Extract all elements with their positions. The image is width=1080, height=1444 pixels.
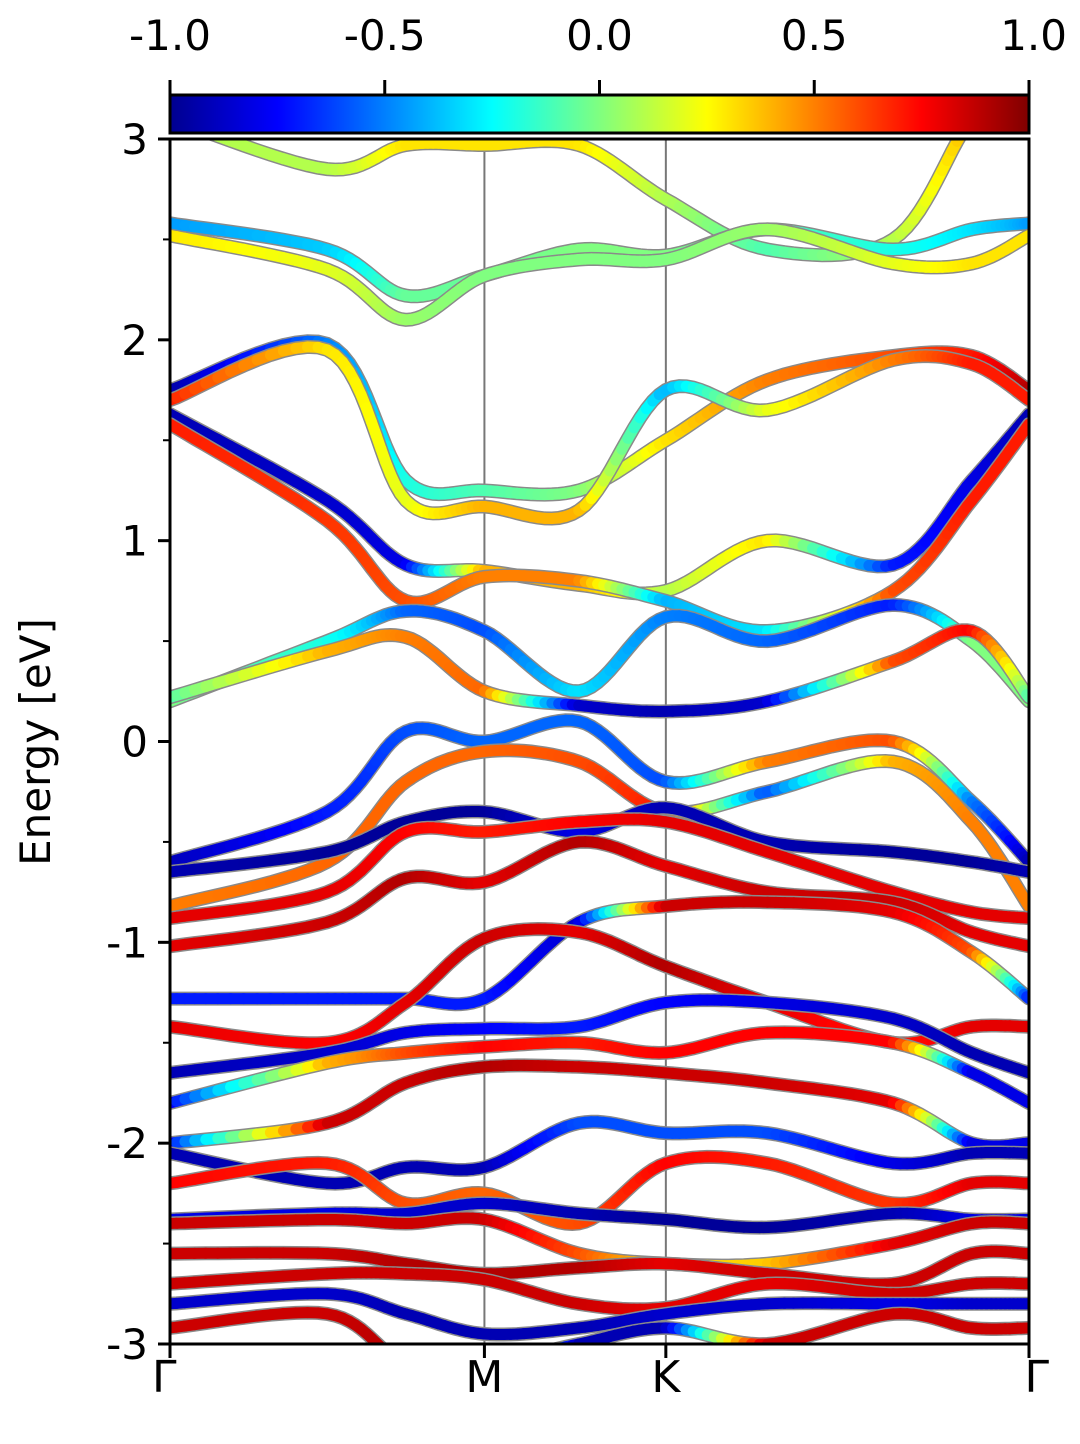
y-tick-label: -3 xyxy=(106,1320,148,1369)
band-segment xyxy=(510,1358,517,1360)
band-segment xyxy=(517,1357,524,1359)
band-segment xyxy=(390,1356,395,1360)
y-tick-label: 1 xyxy=(121,517,148,566)
band-segment xyxy=(381,1347,386,1351)
band-segment xyxy=(450,1368,456,1369)
x-tick-label: Γ xyxy=(152,1352,177,1403)
band-segment xyxy=(545,1350,552,1352)
band-segment xyxy=(411,1366,417,1367)
energy-bands xyxy=(170,79,1029,1369)
y-tick-label: 2 xyxy=(121,316,148,365)
band-segment xyxy=(531,1353,538,1355)
band-segment xyxy=(566,1345,573,1346)
band-segment xyxy=(552,1348,559,1350)
x-tick-label: Γ xyxy=(1024,1352,1049,1403)
colorbar-tick-label: 0.0 xyxy=(566,11,633,60)
colorbar-ticks: -1.0 -0.5 0.0 0.5 1.0 xyxy=(129,11,1067,95)
band-segment xyxy=(400,1362,405,1364)
band-segment xyxy=(1024,80,1027,82)
colorbar-tick-label: -1.0 xyxy=(129,11,211,60)
band-segment xyxy=(1014,85,1018,87)
band-segment xyxy=(1010,87,1014,89)
y-axis-label: Energy [eV] xyxy=(11,618,60,866)
colorbar-tick-label: 1.0 xyxy=(1000,11,1067,60)
y-tick-label: -1 xyxy=(106,918,148,967)
band-segment xyxy=(417,1367,423,1368)
band-segment xyxy=(1027,79,1029,80)
plot-area: 3 2 1 0 -1 -2 -3 Γ M K Γ Energy [eV] xyxy=(11,79,1049,1403)
band-segment xyxy=(559,1347,566,1349)
band-15 xyxy=(170,902,1029,1004)
colorbar-tick-label: -0.5 xyxy=(344,11,426,60)
colorbar-gradient xyxy=(170,95,1029,133)
band-segment xyxy=(422,1368,427,1369)
y-tick-label: 0 xyxy=(121,718,148,767)
band-segment xyxy=(1005,89,1009,91)
colorbar-tick-label: 0.5 xyxy=(781,11,848,60)
band-9 xyxy=(170,630,1029,711)
band-outline xyxy=(170,630,1029,711)
band-19 xyxy=(170,1065,1029,1146)
band-segment xyxy=(538,1352,545,1354)
colorbar: -1.0 -0.5 0.0 0.5 1.0 xyxy=(129,11,1067,133)
band-segment xyxy=(455,1367,461,1368)
band-segment xyxy=(504,1360,511,1361)
band-segment xyxy=(524,1355,531,1357)
band-5 xyxy=(170,347,1029,519)
band-segment xyxy=(1021,82,1024,84)
x-tick-label: M xyxy=(465,1352,503,1403)
band-segment xyxy=(386,1352,391,1356)
y-tick-label: 3 xyxy=(121,115,148,164)
band-segment xyxy=(1017,83,1021,85)
band-segment xyxy=(406,1364,412,1366)
x-tick-label: K xyxy=(651,1352,681,1403)
y-tick-label: -2 xyxy=(106,1119,148,1168)
band-segment xyxy=(395,1359,400,1362)
